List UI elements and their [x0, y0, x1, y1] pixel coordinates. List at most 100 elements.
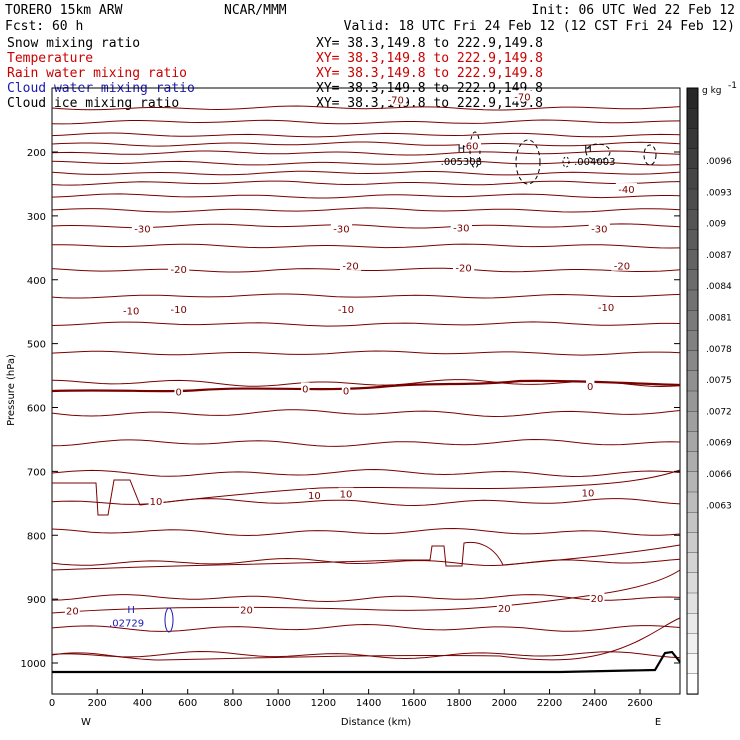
x-tick-label: 1000	[265, 698, 290, 709]
y-tick-label: 300	[27, 212, 46, 223]
isotherm-line	[51, 623, 681, 632]
extremum-label: H	[584, 144, 592, 155]
y-axis-label: Pressure (hPa)	[6, 354, 17, 426]
isotherm-line	[51, 267, 681, 273]
isotherm-line	[51, 468, 681, 478]
temperature-label: -10	[123, 306, 139, 317]
x-axis-label: Distance (km)	[341, 717, 411, 728]
colorbar-segment	[686, 512, 699, 534]
temperature-label: 10	[582, 488, 595, 499]
colorbar-segment	[686, 390, 699, 412]
x-tick-label: 1600	[401, 698, 426, 709]
forecast-hour: Fcst: 60 h	[5, 19, 83, 34]
isotherm-line	[51, 193, 681, 199]
colorbar-segment	[686, 411, 699, 433]
isotherm-15	[51, 541, 681, 571]
model-title: TORERO 15km ARW	[5, 3, 123, 18]
colorbar-label: .0078	[706, 345, 732, 355]
field-xy: XY= 38.3,149.8 to 222.9,149.8	[316, 51, 543, 66]
y-tick-label: 900	[27, 595, 46, 606]
isotherm-line	[52, 243, 681, 249]
isotherm-line	[51, 409, 681, 418]
colorbar-segment	[686, 229, 699, 251]
isotherm-line	[51, 293, 681, 299]
colorbar-segment	[686, 491, 699, 513]
label-mask	[64, 604, 80, 616]
isotherm-10	[52, 469, 681, 516]
snow-contour	[643, 144, 657, 166]
y-tick-label: 700	[27, 467, 46, 478]
colorbar-segment	[686, 310, 699, 332]
label-mask	[335, 303, 357, 315]
colorbar-segment	[686, 249, 699, 271]
label-mask	[450, 221, 472, 233]
isotherm-line	[51, 141, 681, 147]
colorbar-segment	[686, 289, 699, 311]
field-name: Rain water mixing ratio	[7, 66, 187, 81]
colorbar-segment	[686, 552, 699, 574]
colorbar-segment	[686, 613, 699, 635]
colorbar-unit: g kg	[702, 86, 722, 96]
field-legend: Snow mixing ratio XY= 38.3,149.8 to 222.9…	[7, 36, 543, 111]
colorbar-segment	[686, 87, 699, 109]
isotherm-line	[51, 594, 681, 603]
isotherm-line	[51, 119, 681, 125]
x-tick-label: 2400	[582, 698, 607, 709]
colorbar-label: .0081	[706, 314, 732, 324]
colorbar-segment	[686, 451, 699, 473]
colorbar-segment	[686, 148, 699, 170]
label-mask	[588, 222, 610, 234]
x-tick-label: 2600	[627, 698, 652, 709]
y-tick-label: 600	[27, 404, 46, 415]
colorbar-label: .0075	[706, 376, 732, 386]
field-name: Cloud ice mixing ratio	[7, 96, 179, 111]
x-tick-label: 1800	[446, 698, 471, 709]
colorbar-segment	[686, 350, 699, 372]
field-name: Snow mixing ratio	[7, 36, 140, 51]
isotherm-line	[51, 170, 681, 176]
colorbar-segment	[686, 108, 699, 130]
isotherm-line	[51, 132, 681, 138]
extremum-label: .005308	[441, 157, 482, 168]
colorbar-label: .0087	[706, 251, 732, 261]
colorbar-segment	[686, 330, 699, 352]
snow-contour	[515, 139, 541, 185]
isotherm-20	[51, 569, 681, 614]
temperature-label: -10	[338, 305, 354, 316]
label-mask	[580, 486, 596, 498]
temperature-label: -10	[598, 303, 614, 314]
label-mask	[611, 259, 633, 271]
east-endpoint-label: E	[655, 717, 661, 728]
temperature-label: -40	[618, 185, 634, 196]
label-mask	[131, 222, 154, 234]
isotherm-25	[51, 617, 681, 661]
y-tick-label: 400	[27, 276, 46, 287]
zero-isotherm	[51, 379, 681, 393]
colorbar-segment	[686, 269, 699, 291]
plot-area	[51, 87, 681, 695]
x-tick-label: 1200	[311, 698, 336, 709]
colorbar-segment	[686, 653, 699, 675]
temperature-label: 20	[240, 605, 253, 616]
temperature-label: 20	[498, 604, 511, 615]
x-tick-label: 600	[178, 698, 197, 709]
label-mask	[595, 301, 617, 313]
temperature-labels: -70 -70 -60 -40 -30 -30 -30 -30 -20 -20 -20 -20 -10 -…	[64, 90, 638, 618]
colorbar-segment	[686, 168, 699, 190]
temperature-label: 0	[587, 382, 593, 393]
isotherm-line	[51, 650, 681, 660]
init-time: Init: 06 UTC Wed 22 Feb 12	[532, 3, 736, 18]
temperature-label: 10	[150, 497, 163, 508]
temperature-label: -30	[134, 225, 150, 236]
field-xy: XY= 38.3,149.8 to 222.9,149.8	[316, 66, 543, 81]
y-tick-label: 500	[27, 340, 46, 351]
colorbar-segment	[686, 572, 699, 594]
colorbar-label: .0093	[706, 188, 732, 198]
colorbar-segment	[686, 673, 699, 695]
label-mask	[459, 139, 481, 151]
colorbar-segment	[686, 128, 699, 150]
label-mask	[168, 303, 190, 315]
colorbar-unit-exponent: -1	[728, 81, 737, 91]
label-mask	[239, 603, 254, 615]
